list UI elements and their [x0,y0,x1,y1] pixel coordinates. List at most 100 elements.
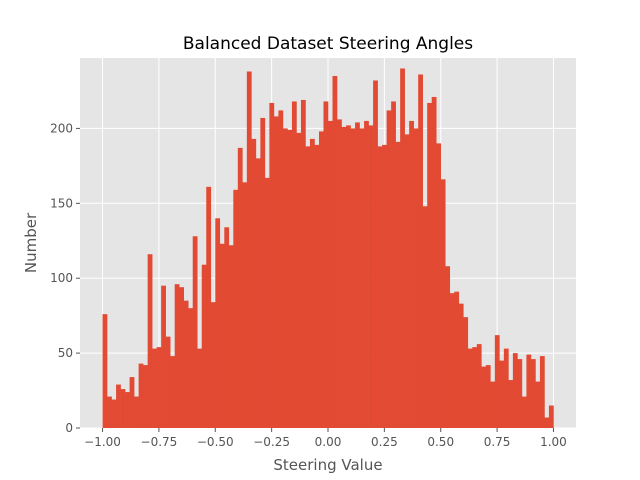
x-tick-label-3: −0.25 [253,435,290,449]
histogram-bar-40 [282,128,288,429]
histogram-bar-84 [481,366,487,428]
histogram-bar-28 [228,245,234,428]
histogram-bar-18 [183,300,189,428]
histogram-bar-57 [359,128,365,429]
histogram-bar-11 [152,348,157,428]
histogram-bar-29 [233,189,239,428]
histogram-bar-78 [454,291,460,428]
histogram-bar-7 [134,396,139,428]
histogram-bar-67 [404,134,410,428]
histogram-bar-35 [260,117,266,428]
histogram-bar-49 [323,101,329,429]
histogram-bar-3 [116,384,121,428]
histogram-bar-50 [328,120,333,428]
histogram-bar-25 [215,218,221,428]
histogram-bar-30 [237,147,243,428]
histogram-bar-4 [120,389,126,428]
x-axis-label: Steering Value [273,456,382,474]
histogram-bar-83 [476,344,482,428]
histogram-bar-26 [219,243,225,428]
x-tick-label-2: −0.50 [197,435,234,449]
histogram-bar-98 [544,417,550,428]
histogram-bar-96 [535,381,541,428]
histogram-bar-60 [373,80,378,428]
histogram-bar-5 [125,392,130,428]
histogram-bar-62 [382,144,387,429]
histogram-bar-24 [210,302,216,428]
y-axis-ticks: 0 50 100 150 200 [50,121,80,435]
histogram-bar-6 [129,377,135,428]
histogram-bar-12 [156,347,162,428]
histogram-bar-15 [170,356,175,428]
histogram-bar-10 [147,254,153,428]
histogram-bar-54 [346,125,351,428]
x-tick-label-1: −0.75 [141,435,178,449]
histogram-bar-76 [445,266,451,428]
histogram-bar-2 [111,399,117,428]
histogram-bar-38 [273,116,279,428]
histogram-bar-22 [201,264,207,428]
histogram-bar-14 [165,336,171,428]
histogram-bar-99 [548,405,554,428]
y-tick-label-4: 200 [50,121,73,135]
histogram-bar-37 [269,102,275,428]
histogram-bar-69 [413,128,419,429]
histogram-bar-85 [485,365,491,428]
histogram-bar-56 [355,122,360,428]
histogram-bar-41 [287,129,293,428]
histogram-bar-39 [278,110,284,429]
bars [102,68,554,429]
histogram-bar-47 [314,144,320,429]
histogram-bar-66 [400,68,405,428]
x-tick-label-5: 0.25 [371,435,398,449]
histogram-bar-82 [472,347,478,428]
chart-title: Balanced Dataset Steering Angles [183,34,473,54]
histogram-bar-86 [490,381,496,428]
histogram-bar-0 [102,314,108,428]
histogram-bar-43 [296,132,302,428]
histogram-bar-53 [341,126,347,428]
histogram-bar-77 [449,293,455,428]
histogram-bar-9 [143,365,148,428]
histogram-bar-36 [264,177,270,428]
histogram-bar-31 [242,182,248,428]
histogram-bar-19 [188,308,194,428]
histogram-bar-88 [499,360,505,428]
y-tick-label-3: 150 [50,196,73,210]
histogram-bar-48 [318,131,324,428]
histogram-bar-93 [521,396,527,428]
x-axis-ticks: −1.00 −0.75 −0.50 −0.25 0.00 0.25 0.50 0.75 1.00 [84,428,567,449]
y-tick-label-0: 0 [65,421,73,435]
histogram-bar-97 [539,356,545,428]
histogram-bar-92 [517,359,523,428]
y-tick-label-2: 100 [50,271,73,285]
y-tick-label-1: 50 [58,346,73,360]
histogram-bar-45 [305,146,311,429]
histogram-bar-46 [309,138,315,428]
histogram-bar-79 [458,303,464,428]
histogram-bar-33 [251,138,257,428]
histogram-bar-81 [467,348,473,428]
histogram-bar-73 [431,96,437,429]
histogram-bar-64 [391,101,396,429]
x-tick-label-8: 1.00 [540,435,567,449]
histogram-bar-13 [161,285,166,428]
histogram-bar-71 [422,206,428,428]
histogram-bar-95 [530,359,536,428]
histogram-bar-65 [395,141,401,428]
x-tick-label-4: 0.00 [315,435,342,449]
histogram-bar-42 [291,101,297,429]
histogram-bar-51 [332,75,338,428]
histogram-bar-59 [368,125,374,428]
histogram-bar-75 [440,179,446,428]
histogram-bar-21 [197,348,203,428]
histogram-bar-23 [206,186,212,428]
histogram-bar-94 [526,354,532,428]
x-tick-label-7: 0.75 [484,435,511,449]
histogram-bar-91 [512,353,518,428]
histogram-bar-58 [364,120,369,428]
histogram-bar-72 [427,102,433,428]
x-tick-label-6: 0.50 [427,435,454,449]
histogram-bar-55 [350,128,356,429]
